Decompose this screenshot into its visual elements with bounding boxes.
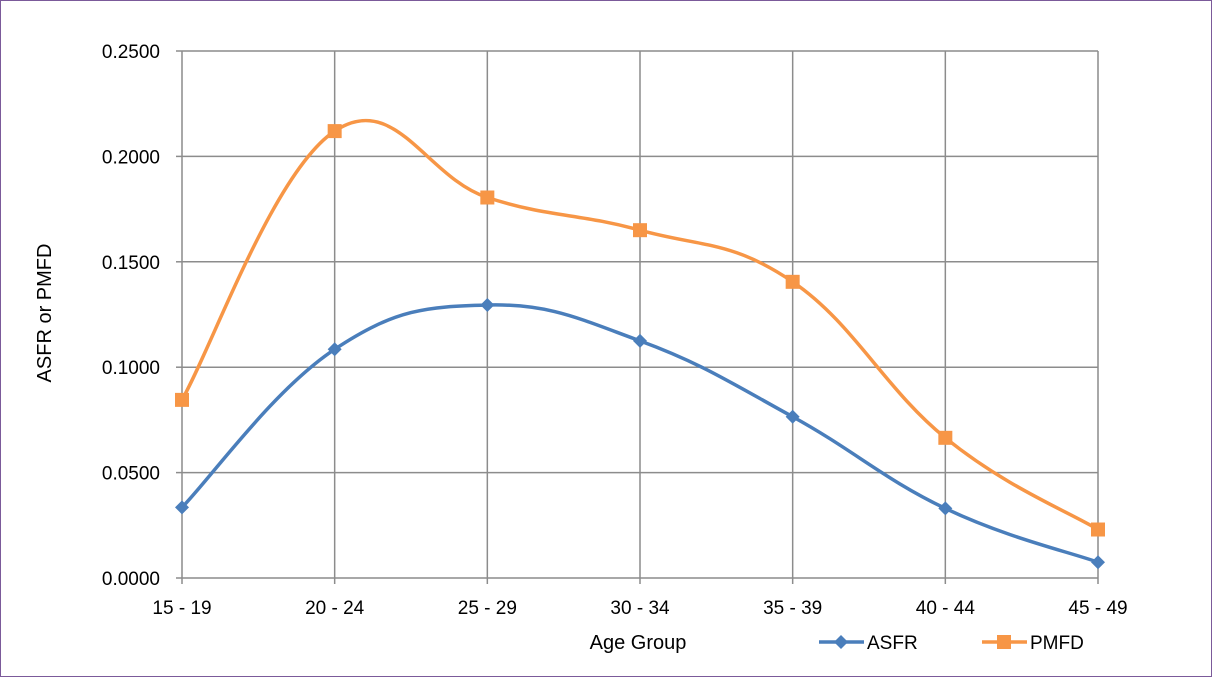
- gridlines: [176, 50, 1099, 584]
- x-tick-label: 15 - 19: [152, 598, 211, 619]
- y-tick-labels: 0.0000 0.0500 0.1000 0.1500 0.2000 0.2500: [102, 42, 160, 590]
- legend-label-asfr: ASFR: [867, 633, 918, 654]
- x-tick-label: 35 - 39: [763, 598, 822, 619]
- legend-marker-pmfd: [997, 635, 1011, 649]
- legend-label-pmfd: PMFD: [1030, 633, 1084, 654]
- x-tick-labels: 15 - 19 20 - 24 25 - 29 30 - 34 35 - 39 40 - …: [152, 598, 1127, 619]
- x-tick-label: 30 - 34: [610, 598, 670, 619]
- y-tick-label: 0.0500: [102, 464, 160, 485]
- x-tick-label: 40 - 44: [916, 598, 976, 619]
- pmfd-point: [480, 190, 495, 205]
- x-tick-label: 20 - 24: [305, 598, 365, 619]
- pmfd-point: [1091, 522, 1105, 537]
- pmfd-point: [785, 274, 800, 289]
- legend-item-asfr: ASFR: [819, 633, 918, 654]
- pmfd-point: [938, 430, 953, 445]
- pmfd-point: [175, 392, 189, 407]
- asfr-point: [633, 333, 647, 348]
- legend-item-pmfd: PMFD: [982, 633, 1084, 654]
- x-tick-label: 25 - 29: [458, 598, 517, 619]
- x-tick-label: 45 - 49: [1068, 598, 1127, 619]
- y-tick-label: 0.2500: [102, 42, 160, 63]
- y-tick-label: 0.1500: [102, 253, 160, 274]
- pmfd-point: [327, 124, 342, 139]
- y-tick-label: 0.0000: [102, 569, 160, 590]
- series-pmfd: [175, 118, 1105, 537]
- x-axis-title: Age Group: [590, 632, 687, 654]
- y-axis-title: ASFR or PMFD: [34, 244, 56, 383]
- legend: ASFR PMFD: [819, 633, 1084, 654]
- asfr-point: [1091, 555, 1105, 570]
- asfr-point: [175, 500, 189, 515]
- series-layer: [175, 118, 1105, 570]
- pmfd-point: [633, 223, 647, 238]
- asfr-point: [785, 409, 800, 424]
- legend-marker-asfr: [834, 635, 848, 649]
- asfr-point: [327, 342, 342, 357]
- asfr-point: [480, 298, 495, 313]
- y-tick-label: 0.2000: [102, 147, 160, 168]
- series-asfr: [175, 298, 1105, 570]
- asfr-point: [938, 501, 953, 516]
- y-tick-label: 0.1000: [102, 358, 160, 379]
